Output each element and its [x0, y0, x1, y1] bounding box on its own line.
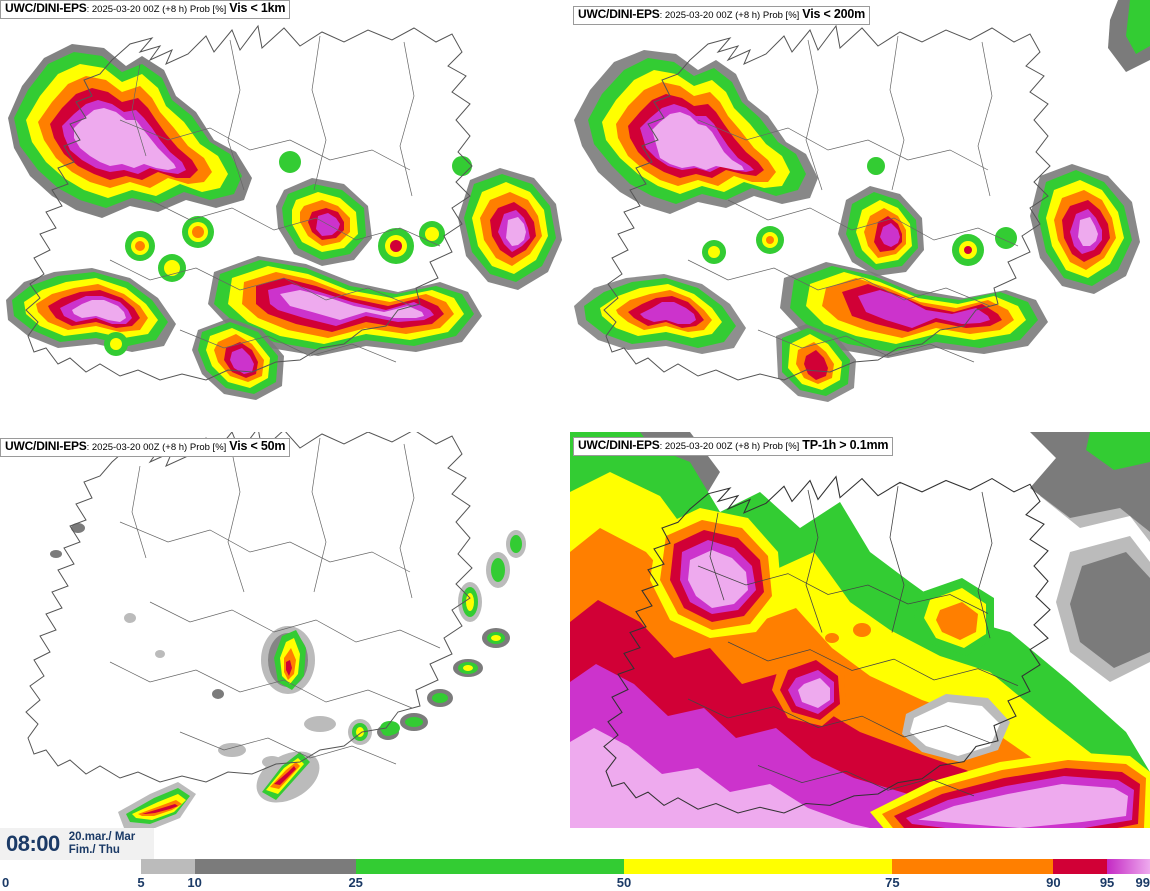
panel-model-label: UWC/DINI-EPS — [5, 1, 87, 15]
panel-run-label: : 2025-03-20 00Z (+8 h) Prob [%] — [659, 441, 800, 452]
panel-run-label: : 2025-03-20 00Z (+8 h) Prob [%] — [86, 442, 227, 453]
panel-field-label: Vis < 1km — [229, 1, 286, 15]
colorbar-tick-50: 50 — [616, 875, 632, 890]
colorbar-tick-0: 0 — [2, 875, 10, 890]
prob-contours-vis-50m — [50, 523, 526, 830]
colorbar-segment-5-10 — [141, 859, 195, 874]
probability-colorbar[interactable]: 0 5 10 25 50 75 90 95 99 — [0, 856, 1150, 891]
map-canvas-vis-200m — [570, 0, 1150, 430]
colorbar-tick-25: 25 — [348, 875, 363, 890]
map-canvas-vis-1km — [0, 0, 568, 430]
panel-title-tp-1h: UWC/DINI-EPS: 2025-03-20 00Z (+8 h) Prob… — [573, 437, 894, 456]
panel-title-vis-50m: UWC/DINI-EPS: 2025-03-20 00Z (+8 h) Prob… — [0, 438, 291, 457]
admin-boundaries — [109, 35, 441, 363]
panel-field-label: Vis < 200m — [802, 7, 866, 21]
admin-boundaries — [109, 437, 441, 765]
colorbar-tick-labels: 0 5 10 25 50 75 90 95 99 — [0, 875, 1150, 891]
valid-time-box: 08:00 20.mar./ Mar Fim./ Thu — [0, 828, 154, 860]
colorbar-tick-75: 75 — [885, 875, 900, 890]
panel-tp-1h[interactable]: UWC/DINI-EPS: 2025-03-20 00Z (+8 h) Prob… — [570, 432, 1150, 860]
prob-contours-vis-200m — [574, 50, 1140, 402]
panel-vis-1km[interactable]: UWC/DINI-EPS: 2025-03-20 00Z (+8 h) Prob… — [0, 0, 568, 430]
colorbar-gradient-strip — [141, 859, 1150, 874]
prob-contours-vis-1km — [6, 44, 562, 400]
panel-model-label: UWC/DINI-EPS — [578, 438, 660, 452]
colorbar-segment-25-50 — [355, 859, 625, 874]
panel-field-label: Vis < 50m — [229, 439, 286, 453]
colorbar-tick-99: 99 — [1135, 875, 1150, 890]
panel-vis-200m[interactable]: UWC/DINI-EPS: 2025-03-20 00Z (+8 h) Prob… — [570, 0, 1150, 430]
colorbar-tick-95: 95 — [1099, 875, 1115, 890]
map-canvas-vis-50m — [0, 432, 568, 832]
colorbar-segment-10-25 — [194, 859, 356, 874]
valid-time-clock: 08:00 — [6, 831, 60, 856]
colorbar-tick-10: 10 — [187, 875, 202, 890]
colorbar-segment-75-90 — [892, 859, 1054, 874]
panel-title-vis-200m: UWC/DINI-EPS: 2025-03-20 00Z (+8 h) Prob… — [573, 6, 871, 25]
panel-model-label: UWC/DINI-EPS — [578, 7, 660, 21]
valid-date-line2: Fim./ Thu — [68, 844, 120, 856]
panel-run-label: : 2025-03-20 00Z (+8 h) Prob [%] — [86, 4, 227, 15]
admin-boundaries — [687, 35, 1019, 363]
panel-model-label: UWC/DINI-EPS — [5, 439, 87, 453]
colorbar-segment-90-95 — [1053, 859, 1108, 874]
panel-title-vis-1km: UWC/DINI-EPS: 2025-03-20 00Z (+8 h) Prob… — [0, 0, 291, 19]
map-canvas-tp-1h — [570, 432, 1150, 860]
colorbar-tick-5: 5 — [137, 875, 145, 890]
panel-run-label: : 2025-03-20 00Z (+8 h) Prob [%] — [659, 10, 800, 21]
footer-bar: 08:00 20.mar./ Mar Fim./ Thu 0 5 10 25 50 75 9… — [0, 828, 1150, 891]
valid-date-stack: 20.mar./ Mar Fim./ Thu — [69, 831, 135, 857]
panel-field-label: TP-1h > 0.1mm — [802, 438, 889, 452]
valid-date-line1: 20.mar./ Mar — [68, 831, 136, 843]
admin-boundaries — [687, 486, 1019, 797]
colorbar-segment-50-75 — [624, 859, 893, 874]
colorbar-tick-90: 90 — [1046, 875, 1061, 890]
colorbar-segment-95-99 — [1107, 859, 1150, 874]
panel-vis-50m[interactable]: UWC/DINI-EPS: 2025-03-20 00Z (+8 h) Prob… — [0, 432, 568, 832]
